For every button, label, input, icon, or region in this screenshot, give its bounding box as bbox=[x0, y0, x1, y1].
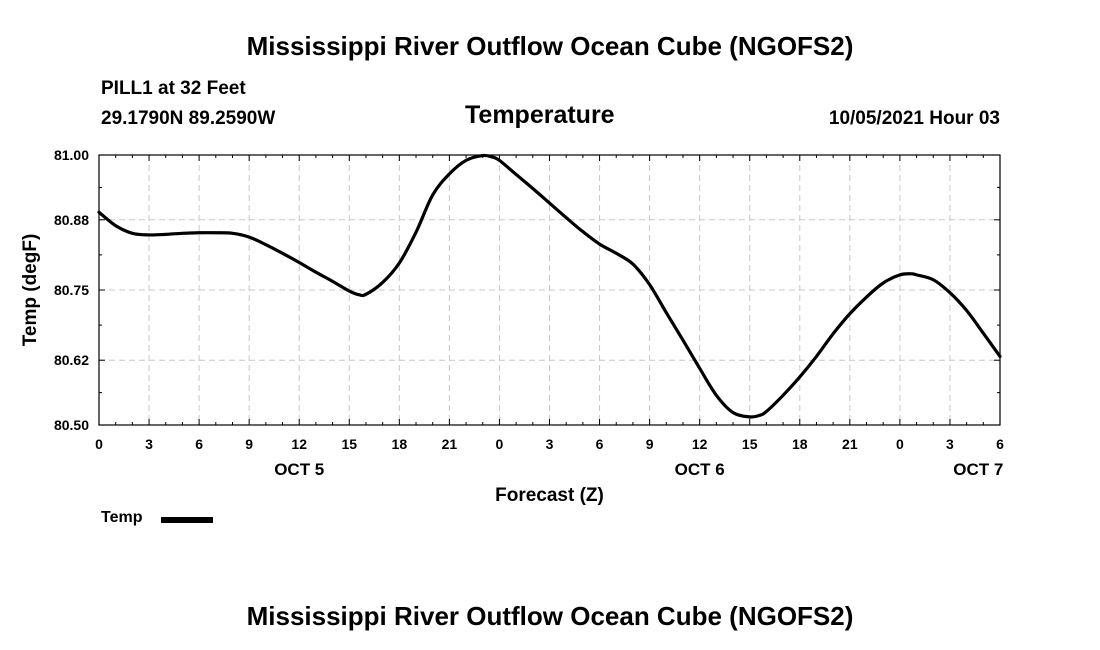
chart-title-bottom: Mississippi River Outflow Ocean Cube (NG… bbox=[246, 601, 854, 631]
forecast-datetime: 10/05/2021 Hour 03 bbox=[828, 108, 1000, 129]
grid-lines bbox=[99, 155, 1000, 425]
x-tick-label: 6 bbox=[996, 436, 1004, 452]
x-tick-label: 18 bbox=[792, 436, 808, 452]
legend-label: Temp bbox=[101, 509, 143, 526]
axis-labels: 0 3 6 9 12 15 18 21 0 3 6 9 12 15 18 21 0 3 6 81.00 80.88 80.… bbox=[20, 147, 1004, 506]
date-label: OCT 5 bbox=[274, 460, 324, 479]
series-line-temp bbox=[97, 153, 1002, 419]
date-label: OCT 6 bbox=[675, 460, 725, 479]
x-tick-label: 12 bbox=[291, 436, 307, 452]
y-tick-label: 81.00 bbox=[54, 147, 89, 163]
x-tick-label: 6 bbox=[596, 436, 604, 452]
x-tick-label: 0 bbox=[496, 436, 504, 452]
x-tick-label: 21 bbox=[842, 436, 858, 452]
x-tick-label: 18 bbox=[392, 436, 408, 452]
y-tick-label: 80.50 bbox=[54, 417, 89, 433]
y-tick-label: 80.62 bbox=[54, 352, 89, 368]
legend-line-swatch bbox=[161, 517, 213, 523]
x-tick-label: 0 bbox=[95, 436, 103, 452]
x-tick-label: 9 bbox=[646, 436, 654, 452]
x-axis-title: Forecast (Z) bbox=[495, 485, 604, 506]
variable-title: Temperature bbox=[465, 101, 615, 129]
x-tick-label: 3 bbox=[946, 436, 954, 452]
y-tick-label: 80.88 bbox=[54, 212, 89, 228]
x-tick-label: 21 bbox=[442, 436, 458, 452]
x-tick-label: 6 bbox=[195, 436, 203, 452]
series-layer bbox=[97, 153, 1002, 419]
station-coordinates: 29.1790N 89.2590W bbox=[101, 108, 276, 129]
y-tick-label: 80.75 bbox=[54, 282, 89, 298]
chart-title-top: Mississippi River Outflow Ocean Cube (NG… bbox=[246, 31, 854, 61]
y-axis-title: Temp (degF) bbox=[20, 234, 41, 347]
plot-frame bbox=[98, 154, 1001, 426]
x-tick-label: 0 bbox=[896, 436, 904, 452]
x-tick-label: 15 bbox=[742, 436, 758, 452]
x-tick-label: 3 bbox=[546, 436, 554, 452]
x-tick-label: 3 bbox=[145, 436, 153, 452]
date-label: OCT 7 bbox=[953, 460, 1003, 479]
x-tick-label: 12 bbox=[692, 436, 708, 452]
station-label: PILL1 at 32 Feet bbox=[101, 78, 246, 99]
x-tick-label: 9 bbox=[245, 436, 253, 452]
x-tick-label: 15 bbox=[341, 436, 357, 452]
